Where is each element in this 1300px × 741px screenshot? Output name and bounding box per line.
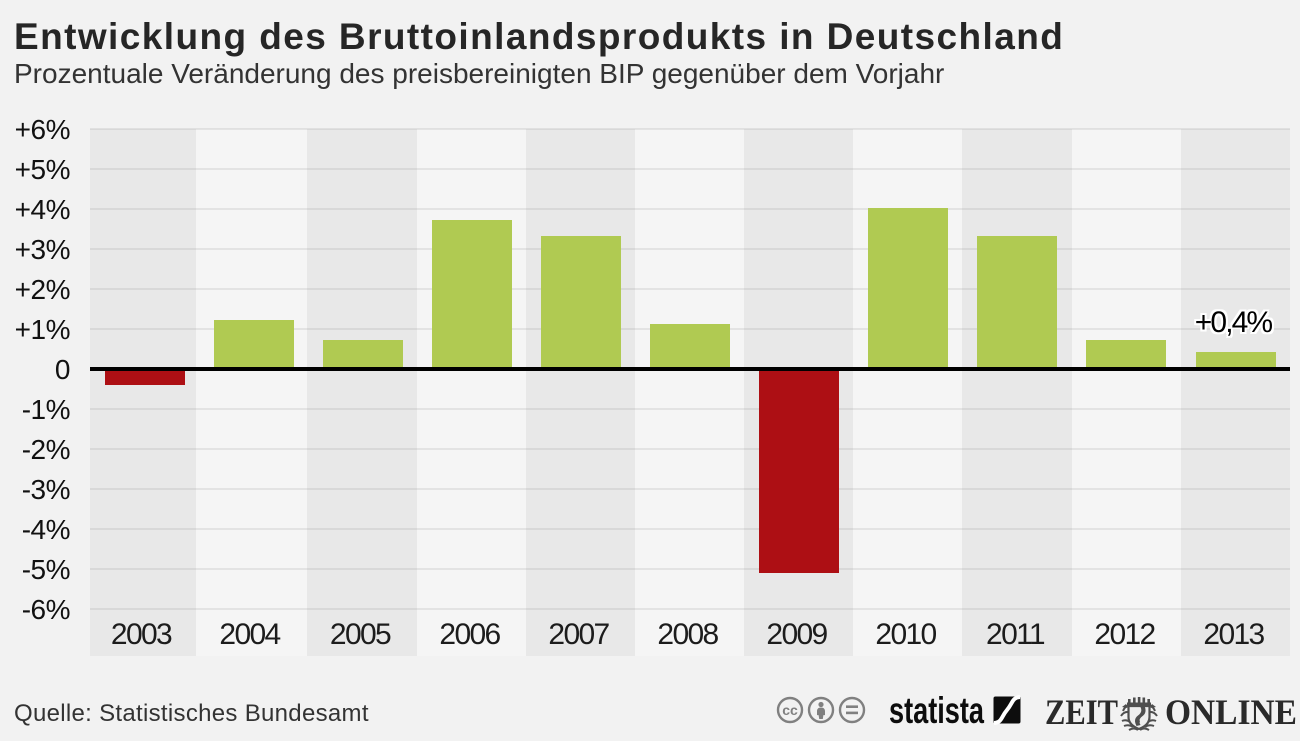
svg-text:ZEIT: ZEIT bbox=[1045, 692, 1118, 732]
svg-text:ONLINE: ONLINE bbox=[1165, 692, 1297, 732]
svg-text:cc: cc bbox=[782, 702, 798, 718]
svg-text:statista: statista bbox=[889, 690, 984, 731]
